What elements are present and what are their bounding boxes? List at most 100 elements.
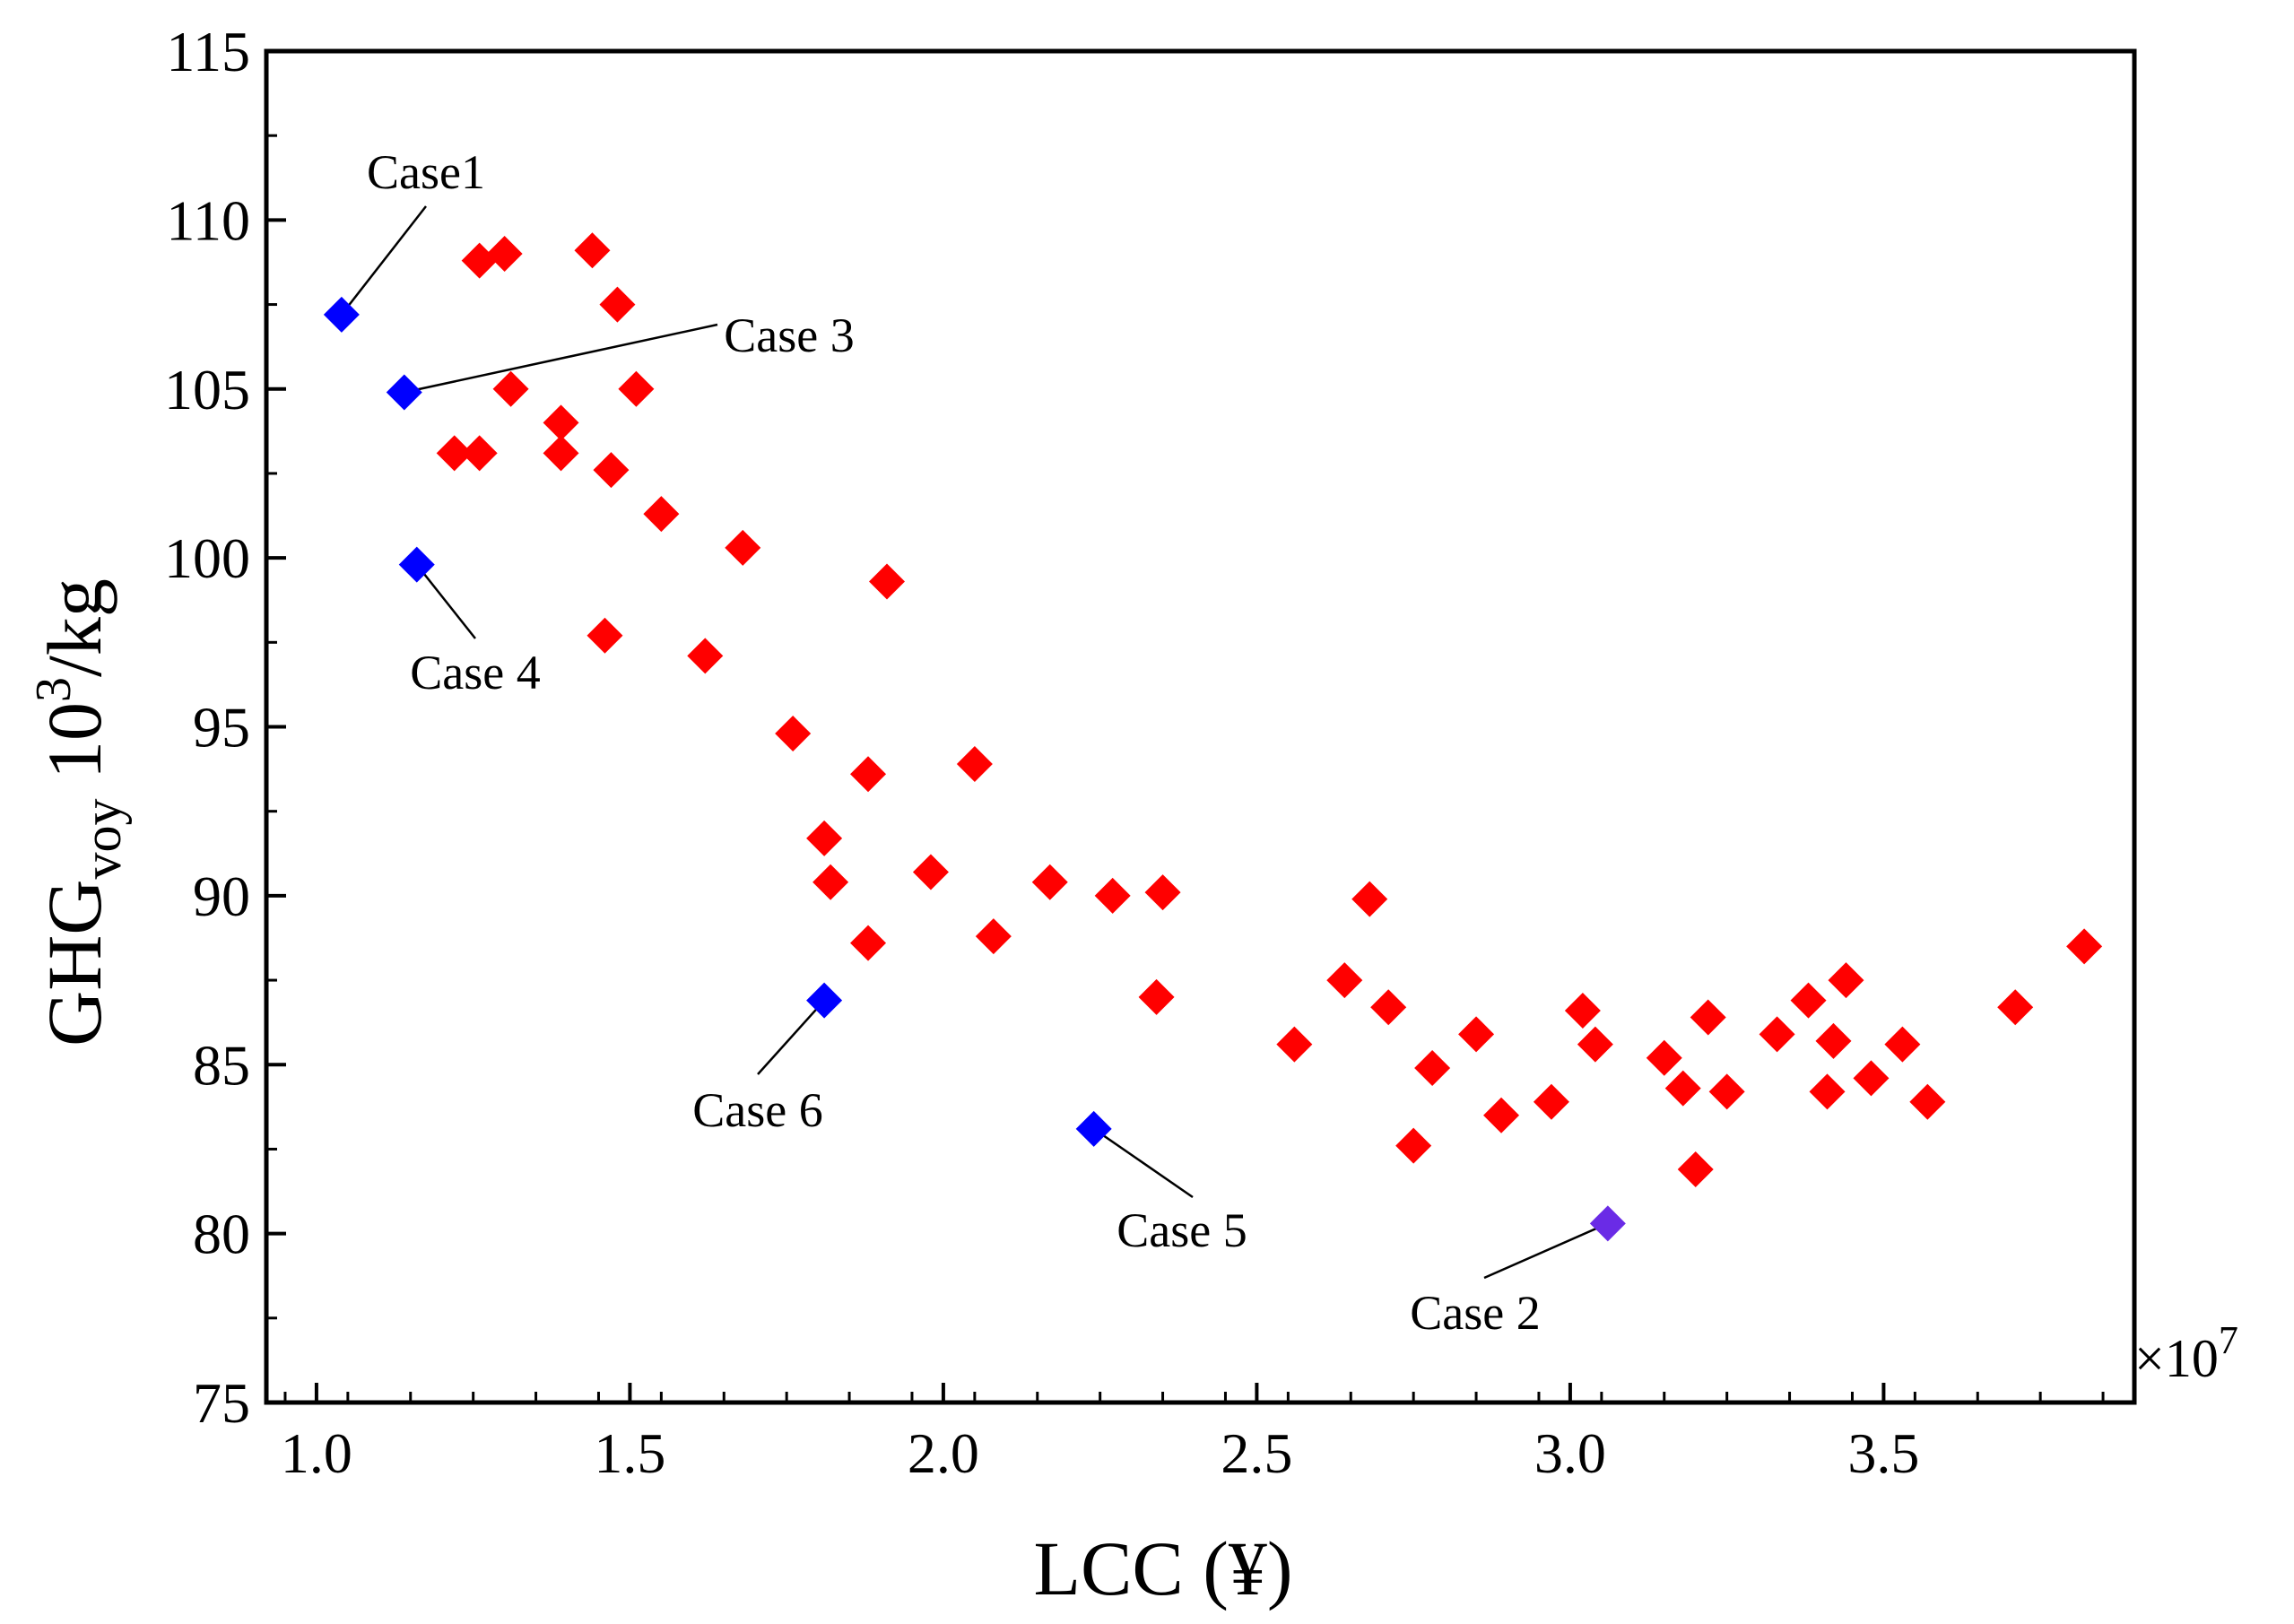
plot-area	[264, 48, 2137, 1405]
data-point	[850, 756, 887, 793]
data-point	[1708, 1073, 1745, 1110]
data-point	[2066, 928, 2103, 965]
data-point	[1909, 1083, 1946, 1120]
data-point	[574, 232, 611, 269]
data-point	[543, 404, 579, 441]
case-point	[1589, 1205, 1626, 1242]
data-point	[643, 496, 680, 533]
data-point	[461, 435, 498, 472]
x-tick-label: 1.0	[281, 1421, 352, 1485]
y-tick-label: 95	[193, 696, 250, 760]
data-point	[486, 236, 523, 273]
y-axis-title-superscript: 3	[26, 677, 82, 702]
data-point	[1759, 1016, 1795, 1053]
case-leader-line	[1483, 1222, 1609, 1280]
data-point	[912, 854, 949, 890]
x-tick-label: 2.5	[1221, 1421, 1292, 1485]
data-point	[1326, 962, 1363, 999]
x-tick-label: 3.0	[1534, 1421, 1606, 1485]
data-point	[436, 435, 473, 472]
case-label: Case 4	[410, 646, 540, 699]
y-tick-label: 80	[193, 1203, 250, 1266]
data-point	[1414, 1050, 1451, 1087]
data-point	[725, 529, 761, 566]
data-point	[1884, 1026, 1921, 1063]
data-point	[1031, 864, 1068, 900]
data-point	[1458, 1016, 1495, 1053]
data-point	[1395, 1127, 1432, 1164]
y-tick-label: 100	[164, 526, 250, 590]
case-leader-line	[404, 323, 718, 394]
case-point	[806, 982, 843, 1019]
data-point	[687, 638, 724, 674]
case-leader-line	[340, 205, 427, 316]
data-point	[1646, 1039, 1682, 1076]
y-tick-label: 115	[166, 20, 250, 83]
data-point	[1997, 989, 2034, 1026]
case-leader-line	[1092, 1127, 1194, 1199]
data-point	[850, 925, 887, 961]
y-tick-label: 90	[193, 864, 250, 928]
data-point	[812, 864, 849, 900]
y-axis-title-suffix: 10	[31, 702, 117, 799]
y-tick-label: 85	[193, 1033, 250, 1097]
case-point	[386, 374, 422, 411]
case-point	[398, 546, 435, 583]
y-axis-title-subscript: voy	[73, 799, 132, 880]
data-point	[1677, 1151, 1714, 1188]
case-label: Case 6	[692, 1083, 822, 1137]
plot-frame	[264, 48, 2137, 1405]
x-tick-label: 1.5	[594, 1421, 665, 1485]
data-point	[587, 617, 623, 654]
y-axis-title-unit: /kg	[31, 578, 117, 677]
case-label: Case 5	[1117, 1203, 1247, 1257]
case-annotations: Case1 Case 2 Case 3 Case 4 Case 5 Case 6	[323, 145, 1626, 1340]
x-axis-title: LCC (¥)	[1033, 1525, 1292, 1611]
data-point	[1664, 1070, 1701, 1107]
y-tick-label: 105	[164, 358, 250, 421]
data-point	[1351, 881, 1388, 917]
data-point	[1144, 874, 1181, 911]
case-point	[323, 296, 360, 333]
data-point	[1853, 1060, 1890, 1097]
data-point	[869, 563, 906, 600]
y-axis-title: GHGvoy 103/kg	[26, 578, 132, 1046]
x-tick-label: 3.5	[1847, 1421, 1919, 1485]
case-label: Case 2	[1410, 1286, 1540, 1340]
axis-ticks: 1.0 1.5 2.0 2.5 3.0 3.5 75 80 85 90 95 100 105 110 115	[164, 20, 2105, 1485]
data-point	[593, 452, 630, 489]
data-point	[1828, 962, 1864, 999]
data-point	[1276, 1026, 1313, 1063]
data-point	[1370, 989, 1407, 1026]
data-point	[775, 716, 812, 752]
case-label: Case 3	[724, 308, 854, 362]
data-point	[1815, 1022, 1852, 1059]
data-point	[492, 370, 529, 407]
data-point	[1577, 1026, 1613, 1063]
case-leader-line	[757, 999, 826, 1075]
case-label: Case1	[367, 145, 485, 199]
data-point	[806, 820, 843, 856]
data-point	[1564, 992, 1601, 1029]
case-leader-line	[415, 563, 476, 639]
data-point	[1483, 1097, 1520, 1133]
data-point	[1138, 978, 1175, 1015]
data-point	[1790, 982, 1827, 1019]
data-point	[975, 918, 1012, 955]
data-point	[1690, 999, 1726, 1036]
data-point	[461, 242, 498, 279]
y-axis-title-main: GHG	[31, 880, 117, 1046]
data-point	[1809, 1073, 1846, 1110]
data-point	[599, 286, 636, 323]
data-point	[956, 745, 993, 782]
data-points	[436, 232, 2103, 1188]
x-axis-multiplier: ×107	[2134, 1318, 2238, 1388]
data-point	[1533, 1083, 1569, 1120]
x-axis-multiplier-prefix: ×10	[2134, 1329, 2219, 1388]
y-tick-label: 110	[166, 188, 250, 252]
x-tick-label: 2.0	[908, 1421, 979, 1485]
y-tick-label: 75	[193, 1371, 250, 1435]
data-point	[618, 370, 655, 407]
x-axis-multiplier-exponent: 7	[2219, 1318, 2238, 1362]
